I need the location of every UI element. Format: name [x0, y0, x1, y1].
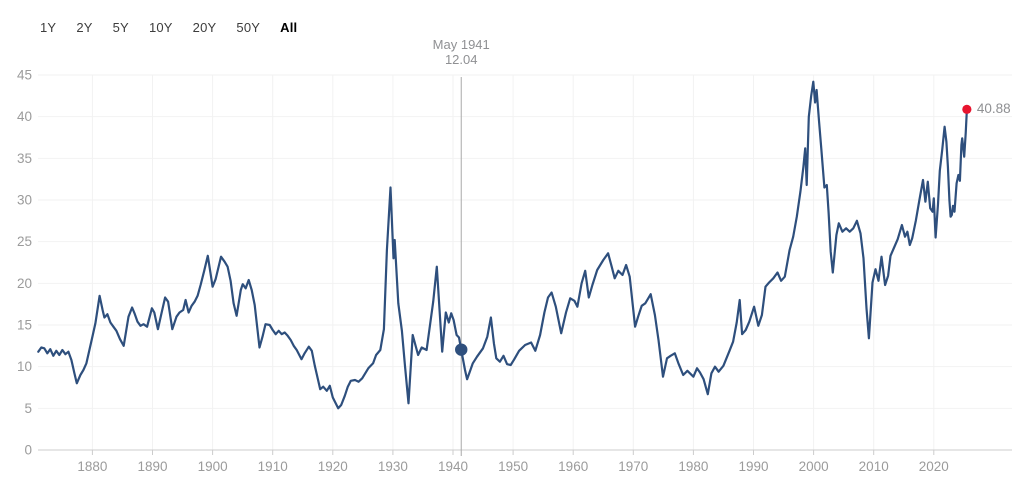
- y-axis-tick-label: 0: [24, 443, 32, 458]
- x-axis-tick-label: 1970: [618, 459, 648, 474]
- y-axis-tick-label: 30: [17, 193, 32, 208]
- time-range-nav: 1Y 2Y 5Y 10Y 20Y 50Y All: [40, 20, 297, 35]
- y-axis-tick-label: 20: [17, 276, 32, 291]
- x-axis-tick-label: 1980: [678, 459, 708, 474]
- x-axis-tick-label: 1960: [558, 459, 588, 474]
- x-axis-tick-label: 1950: [498, 459, 528, 474]
- y-axis-tick-label: 25: [17, 234, 32, 249]
- x-axis-tick-label: 1880: [77, 459, 107, 474]
- tooltip-date: May 1941: [432, 37, 490, 52]
- x-axis-tick-label: 2010: [859, 459, 889, 474]
- x-axis-tick-label: 1940: [438, 459, 468, 474]
- hover-point-dot: [455, 343, 468, 356]
- tooltip-value: 12.04: [444, 52, 478, 67]
- range-button-10y[interactable]: 10Y: [148, 20, 173, 35]
- pe-ratio-series-line: [37, 80, 968, 410]
- range-button-2y[interactable]: 2Y: [76, 20, 93, 35]
- y-axis-tick-label: 45: [17, 68, 32, 83]
- x-axis-tick-label: 1930: [378, 459, 408, 474]
- x-axis-tick-label: 1900: [198, 459, 228, 474]
- range-button-1y[interactable]: 1Y: [40, 20, 57, 35]
- x-axis-tick-label: 1920: [318, 459, 348, 474]
- range-button-50y[interactable]: 50Y: [236, 20, 261, 35]
- hover-tooltip: May 1941 12.04: [433, 37, 490, 67]
- range-button-all[interactable]: All: [280, 20, 298, 35]
- x-axis-tick-label: 1990: [738, 459, 768, 474]
- latest-point-dot: [962, 104, 972, 114]
- y-axis-tick-label: 40: [17, 109, 32, 124]
- range-button-20y[interactable]: 20Y: [192, 20, 217, 35]
- y-axis-tick-label: 5: [24, 401, 32, 416]
- x-axis-tick-label: 1890: [137, 459, 167, 474]
- y-axis-tick-label: 15: [17, 318, 32, 333]
- y-axis-tick-label: 10: [17, 359, 32, 374]
- range-button-5y[interactable]: 5Y: [112, 20, 129, 35]
- y-axis-tick-label: 35: [17, 151, 32, 166]
- x-axis-tick-label: 1910: [258, 459, 288, 474]
- x-axis-tick-label: 2000: [799, 459, 829, 474]
- x-axis-tick-label: 2020: [919, 459, 949, 474]
- latest-value-label: 40.88: [976, 101, 1011, 117]
